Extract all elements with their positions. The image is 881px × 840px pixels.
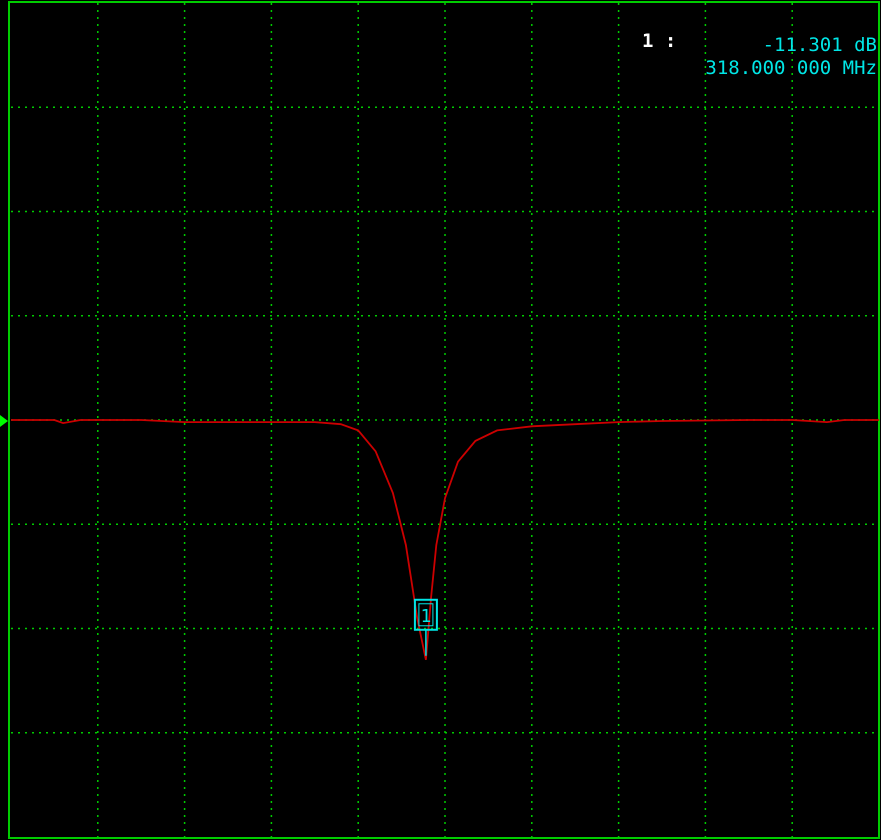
grid [11,3,879,837]
marker-1: 1 [413,598,438,656]
marker-frequency-readout: 318.000 000 MHz [705,57,877,79]
marker-box-inner [418,603,434,627]
marker-index-label: 1 : [642,30,677,52]
marker-box [413,598,438,631]
trace-line [11,419,879,660]
marker-value-readout: -11.301 dB [762,34,877,56]
reference-level-arrow-icon [0,415,8,427]
marker-group: 1 [413,598,438,656]
marker-label: 1 [420,606,431,627]
